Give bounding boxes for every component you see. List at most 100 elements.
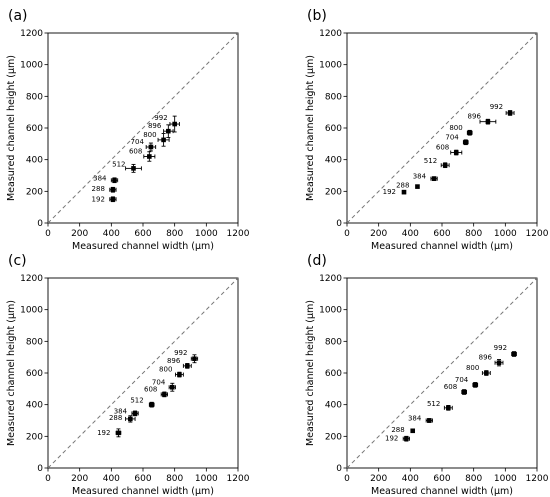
point-marker <box>192 356 197 362</box>
x-tick-label: 1200 <box>227 229 250 239</box>
data-point-704: 704 <box>455 376 479 388</box>
point-label: 896 <box>167 357 181 365</box>
point-label: 896 <box>468 113 482 121</box>
point-label: 512 <box>427 400 440 408</box>
x-tick-label: 200 <box>71 229 88 239</box>
point-label: 608 <box>444 383 457 391</box>
point-marker <box>461 389 467 395</box>
point-marker <box>511 351 517 357</box>
y-tick-label: 200 <box>26 432 43 442</box>
point-marker <box>431 176 437 181</box>
y-tick-label: 600 <box>325 124 342 134</box>
point-label: 992 <box>494 344 507 352</box>
y-tick-label: 400 <box>26 401 43 411</box>
point-label: 608 <box>129 148 142 156</box>
point-marker <box>177 372 182 377</box>
point-label: 192 <box>92 195 105 203</box>
point-marker <box>427 418 432 423</box>
point-marker <box>147 154 152 159</box>
point-label: 512 <box>112 160 125 168</box>
y-tick-label: 200 <box>325 187 342 197</box>
point-marker <box>185 363 190 369</box>
y-tick-label: 800 <box>26 337 43 347</box>
data-point-896: 896 <box>479 354 504 367</box>
point-marker <box>463 139 469 145</box>
chart-panel-2: (c) 00 200 200 400 400 600 600 800 800 1000 1000 120… <box>6 253 250 497</box>
data-point-608: 608 <box>444 383 467 395</box>
data-point-608: 608 <box>129 148 156 162</box>
point-marker <box>401 189 407 195</box>
point-label: 608 <box>144 385 157 393</box>
point-label: 800 <box>466 364 479 372</box>
y-axis-title: Measured channel height (μm) <box>6 55 17 201</box>
data-point-384: 384 <box>114 407 139 417</box>
y-tick-label: 600 <box>325 369 342 379</box>
point-label: 704 <box>445 133 459 141</box>
data-point-896: 896 <box>167 357 192 369</box>
point-label: 512 <box>424 157 437 165</box>
point-label: 192 <box>383 188 396 196</box>
point-marker <box>110 187 116 193</box>
data-point-512: 512 <box>130 397 155 408</box>
x-axis-title: Measured channel width (μm) <box>371 486 513 497</box>
y-axis-title: Measured channel height (μm) <box>6 300 17 446</box>
point-label: 704 <box>455 376 469 384</box>
point-marker <box>162 392 167 397</box>
y-tick-label: 800 <box>325 92 342 102</box>
data-point-192: 192 <box>97 428 122 438</box>
data-point-192: 192 <box>92 195 117 203</box>
x-tick-label: 400 <box>103 474 120 484</box>
y-tick-label: 400 <box>325 156 342 166</box>
data-point-512: 512 <box>424 157 450 169</box>
x-tick-label: 1000 <box>494 474 517 484</box>
y-tick-label: 1000 <box>319 306 342 316</box>
y-tick-label: 0 <box>37 219 43 229</box>
y-tick-label: 400 <box>325 401 342 411</box>
point-marker <box>415 184 420 189</box>
point-label: 704 <box>131 138 145 146</box>
point-label: 992 <box>174 349 187 357</box>
data-point-992: 992 <box>494 344 517 357</box>
data-point-992: 992 <box>154 114 180 133</box>
point-marker <box>472 382 478 388</box>
point-marker <box>507 110 513 116</box>
panel-letter: (d) <box>307 253 327 269</box>
point-label: 384 <box>93 174 107 182</box>
point-marker <box>410 428 416 434</box>
chart-panel-0: (a) 00 200 200 400 400 600 600 800 800 1000 1000 120… <box>6 8 250 252</box>
panel-letter: (b) <box>307 8 327 24</box>
point-marker <box>484 370 489 376</box>
data-point-896: 896 <box>468 113 497 125</box>
y-tick-label: 200 <box>26 187 43 197</box>
point-label: 992 <box>490 103 503 111</box>
point-label: 704 <box>152 378 166 386</box>
data-point-896: 896 <box>148 122 174 138</box>
point-marker <box>169 384 175 390</box>
point-marker <box>496 360 502 366</box>
data-point-800: 800 <box>159 366 184 378</box>
x-tick-label: 800 <box>166 229 183 239</box>
point-label: 384 <box>114 407 128 415</box>
point-label: 896 <box>479 354 493 362</box>
data-point-512: 512 <box>427 400 453 411</box>
x-tick-label: 0 <box>344 474 350 484</box>
reference-line <box>346 277 538 469</box>
x-tick-label: 1200 <box>526 229 549 239</box>
x-tick-label: 800 <box>166 474 183 484</box>
point-label: 800 <box>159 366 172 374</box>
point-marker <box>116 430 121 436</box>
point-label: 288 <box>92 185 105 193</box>
panel-letter: (c) <box>8 253 27 269</box>
x-tick-label: 1000 <box>494 229 517 239</box>
data-point-512: 512 <box>112 160 142 173</box>
data-point-384: 384 <box>408 415 433 423</box>
reference-line <box>47 32 239 224</box>
point-label: 608 <box>436 144 449 152</box>
point-marker <box>149 402 155 407</box>
x-tick-label: 400 <box>402 229 419 239</box>
point-marker <box>485 119 491 124</box>
point-marker <box>112 177 117 183</box>
point-marker <box>446 405 451 411</box>
x-tick-label: 400 <box>402 474 419 484</box>
